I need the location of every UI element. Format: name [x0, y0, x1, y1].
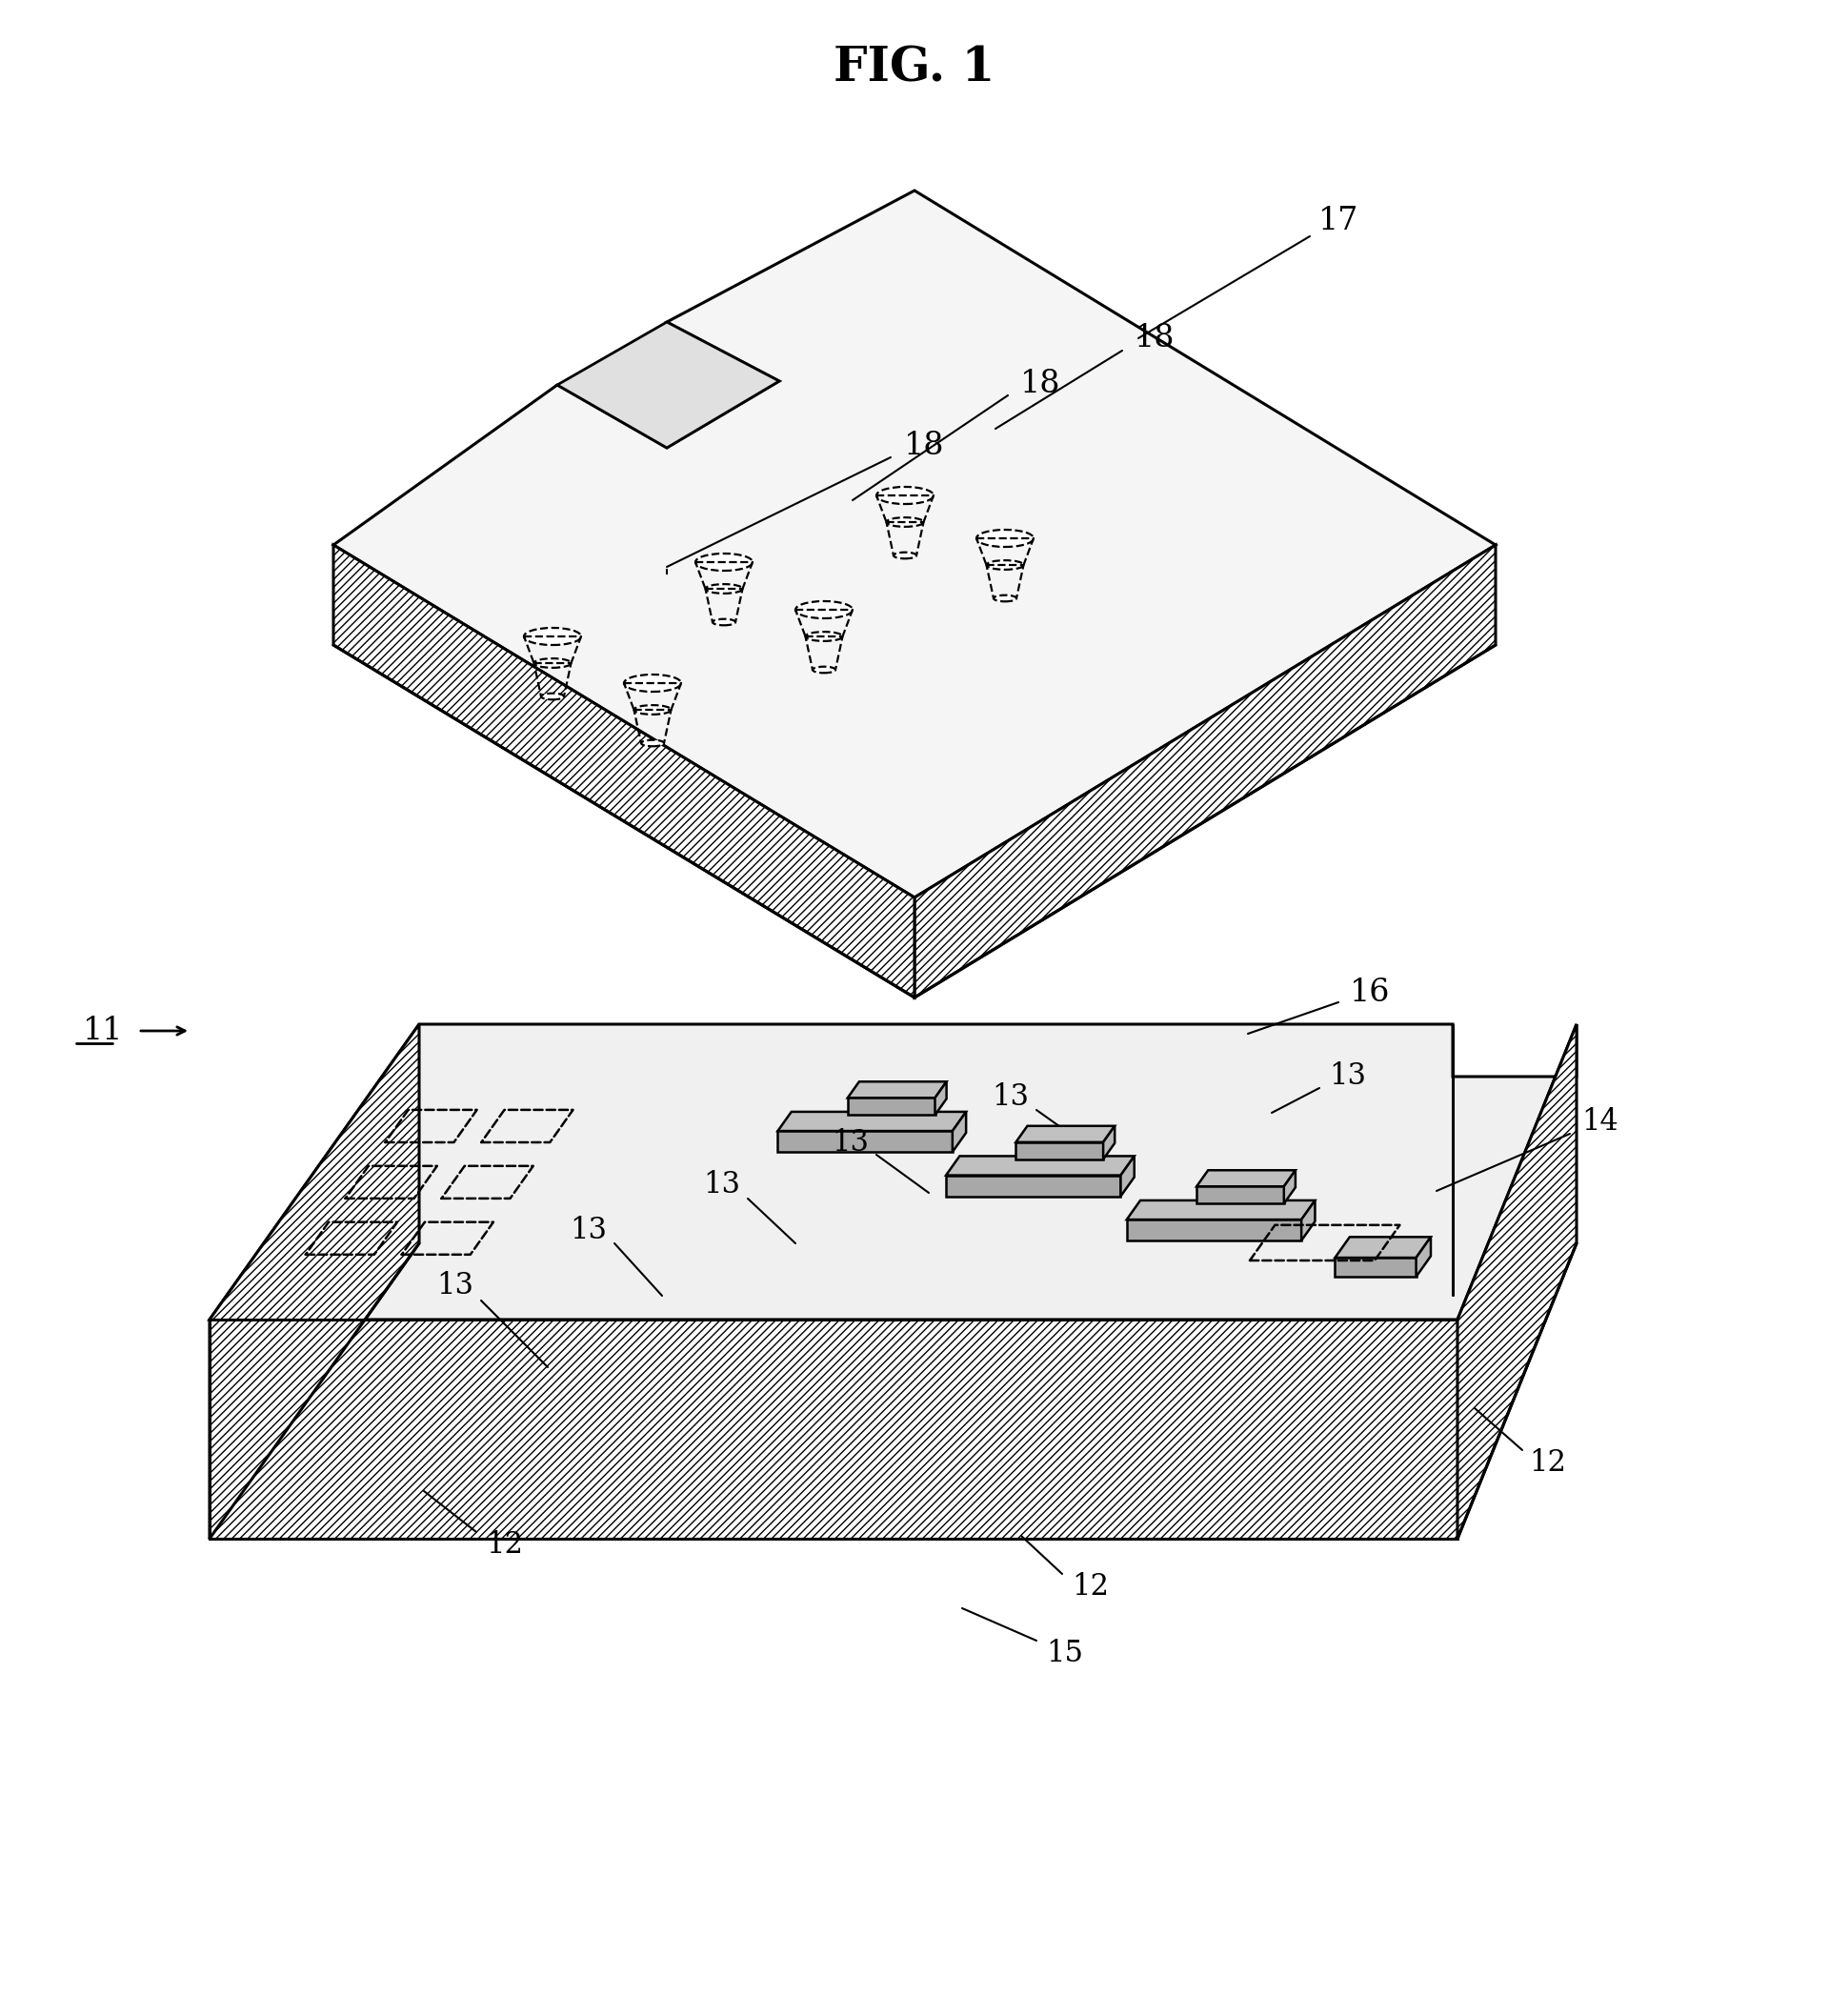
- Ellipse shape: [887, 518, 924, 526]
- Ellipse shape: [541, 694, 563, 700]
- Polygon shape: [1335, 1258, 1416, 1276]
- Text: 18: 18: [1134, 323, 1174, 353]
- Text: FIG. 1: FIG. 1: [834, 44, 995, 93]
- Polygon shape: [914, 544, 1496, 998]
- Polygon shape: [1302, 1200, 1315, 1240]
- Polygon shape: [946, 1155, 1134, 1175]
- Polygon shape: [1284, 1169, 1295, 1204]
- Polygon shape: [847, 1099, 935, 1115]
- Ellipse shape: [695, 554, 752, 571]
- Polygon shape: [953, 1111, 966, 1151]
- Text: 12: 12: [1072, 1572, 1110, 1601]
- Polygon shape: [1196, 1169, 1295, 1187]
- Polygon shape: [1335, 1238, 1430, 1258]
- Ellipse shape: [993, 595, 1017, 601]
- Text: 16: 16: [1350, 978, 1390, 1008]
- Text: 13: 13: [832, 1127, 869, 1157]
- Text: 13: 13: [571, 1216, 607, 1244]
- Ellipse shape: [894, 552, 916, 558]
- Ellipse shape: [523, 627, 582, 645]
- Polygon shape: [1103, 1125, 1114, 1159]
- Polygon shape: [333, 192, 1496, 897]
- Text: 14: 14: [1582, 1107, 1619, 1137]
- Ellipse shape: [534, 659, 571, 667]
- Ellipse shape: [706, 585, 743, 593]
- Text: 17: 17: [1319, 206, 1359, 236]
- Polygon shape: [1127, 1220, 1302, 1240]
- Polygon shape: [210, 1024, 1577, 1320]
- Ellipse shape: [977, 530, 1033, 546]
- Polygon shape: [1015, 1125, 1114, 1143]
- Text: 13: 13: [1330, 1062, 1366, 1091]
- Polygon shape: [935, 1083, 947, 1115]
- Ellipse shape: [805, 631, 843, 641]
- Text: 11: 11: [82, 1016, 123, 1046]
- Ellipse shape: [635, 706, 671, 714]
- Polygon shape: [777, 1111, 966, 1131]
- Text: 12: 12: [1529, 1447, 1567, 1478]
- Text: 18: 18: [1021, 369, 1061, 399]
- Ellipse shape: [986, 560, 1024, 571]
- Ellipse shape: [796, 601, 852, 619]
- Polygon shape: [333, 544, 914, 998]
- Polygon shape: [1458, 1024, 1577, 1538]
- Ellipse shape: [713, 619, 735, 625]
- Polygon shape: [1015, 1143, 1103, 1159]
- Text: 18: 18: [904, 431, 944, 462]
- Polygon shape: [1196, 1187, 1284, 1204]
- Ellipse shape: [624, 675, 680, 691]
- Text: 13: 13: [704, 1171, 741, 1200]
- Text: 12: 12: [487, 1530, 523, 1560]
- Ellipse shape: [812, 667, 836, 673]
- Polygon shape: [777, 1131, 953, 1151]
- Polygon shape: [847, 1083, 947, 1099]
- Polygon shape: [1127, 1200, 1315, 1220]
- Text: 13: 13: [991, 1083, 1030, 1113]
- Polygon shape: [1121, 1155, 1134, 1195]
- Ellipse shape: [876, 486, 933, 504]
- Polygon shape: [946, 1175, 1121, 1195]
- Text: 13: 13: [437, 1272, 474, 1300]
- Polygon shape: [1416, 1238, 1430, 1276]
- Text: 15: 15: [1046, 1639, 1083, 1669]
- Polygon shape: [210, 1320, 1458, 1538]
- Polygon shape: [558, 323, 779, 448]
- Polygon shape: [210, 1024, 419, 1538]
- Ellipse shape: [642, 740, 664, 746]
